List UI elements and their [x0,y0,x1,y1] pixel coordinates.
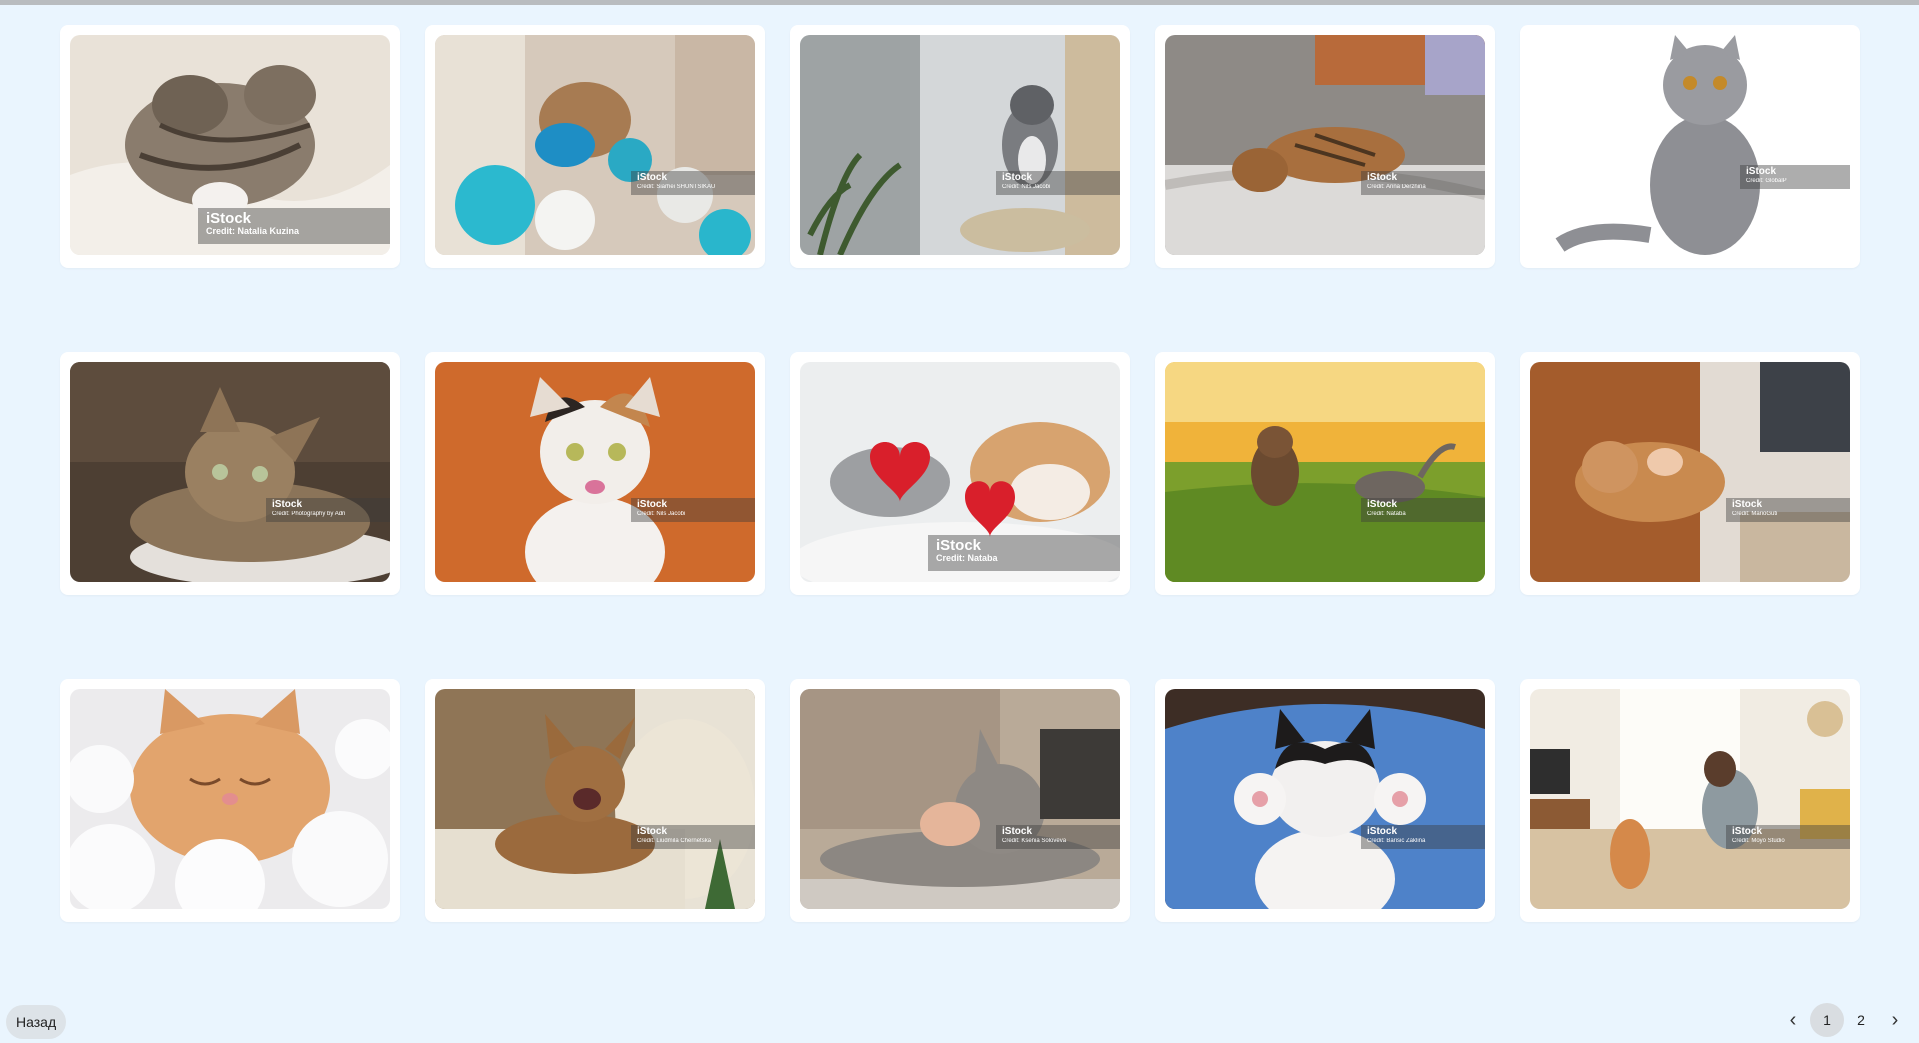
next-page-button[interactable]: › [1878,1003,1912,1037]
back-button[interactable]: Назад [6,1005,67,1039]
watermark: iStock Credit: Nils Jacobi [631,498,755,522]
watermark: iStock Credit: Photography by Adri [266,498,390,522]
watermark-credit: Credit: MarioGuti [1732,510,1778,517]
watermark: iStock Credit: MarioGuti [1726,498,1850,522]
cat-photo: iStock Credit: Anna Derzhina [1165,35,1485,255]
watermark: iStock Credit: Nataba [928,535,1120,571]
watermark: iStock Credit: Siarhei SHUNTSIKAU [631,171,755,195]
watermark-credit: Credit: Nataba [936,553,998,563]
watermark-credit: Credit: Nataba [1367,510,1406,517]
ginger-kitten-in-snow-image [70,689,390,909]
bengal-cat-on-sofa-image [1165,35,1485,255]
photo-card[interactable]: iStock Credit: GlobalP [1520,25,1860,268]
watermark-brand: iStock [936,537,982,554]
watermark-brand: iStock [637,826,668,837]
watermark-credit: Credit: Nils Jacobi [1002,183,1051,190]
watermark: iStock Credit: Nils Jacobi [996,171,1120,195]
chevron-left-icon: ‹ [1789,1008,1797,1031]
watermark: iStock Credit: Ksenia Soloveva [996,825,1120,849]
watermark: iStock Credit: Moyo Studio [1726,825,1850,849]
photo-card[interactable]: iStock Credit: Anna Derzhina [1155,25,1495,268]
watermark-credit: Credit: Moyo Studio [1732,837,1785,844]
watermark-brand: iStock [1732,826,1763,837]
cat-photo: iStock Credit: Photography by Adri [70,362,390,582]
watermark-credit: Credit: Barisic Zaklina [1367,837,1426,844]
photo-card[interactable]: iStock Credit: Ksenia Soloveva [790,679,1130,922]
watermark: iStock Credit: Anna Derzhina [1361,171,1485,195]
photo-card[interactable]: iStock Credit: Nils Jacobi [790,25,1130,268]
cat-photo: iStock Credit: Liudmila Chernetska [435,689,755,909]
photo-card[interactable]: iStock Credit: Photography by Adri [60,352,400,595]
cat-photo: iStock Credit: Moyo Studio [1530,689,1850,909]
watermark-credit: Credit: Liudmila Chernetska [637,837,712,844]
photo-card[interactable]: iStock Credit: Barisic Zaklina [1155,679,1495,922]
cat-photo [70,689,390,909]
chevron-right-icon: › [1891,1008,1899,1031]
watermark: iStock Credit: Liudmila Chernetska [631,825,755,849]
page-button-1[interactable]: 1 [1810,1003,1844,1037]
photo-card[interactable]: iStock Credit: Siarhei SHUNTSIKAU [425,25,765,268]
watermark-credit: Credit: GlobalP [1746,177,1787,184]
cat-photo: iStock Credit: Barisic Zaklina [1165,689,1485,909]
watermark: iStock Credit: Nataba [1361,498,1485,522]
photo-card[interactable] [60,679,400,922]
watermark-brand: iStock [1732,499,1763,510]
page-button-2[interactable]: 2 [1844,1003,1878,1037]
photo-card[interactable]: iStock Credit: MarioGuti [1520,352,1860,595]
watermark-credit: Credit: Ksenia Soloveva [1002,837,1067,844]
british-shorthair-image [1530,35,1850,255]
cat-photo: iStock Credit: Nataba [800,362,1120,582]
watermark-credit: Credit: Anna Derzhina [1367,183,1426,190]
woman-playing-with-cat-image [1530,689,1850,909]
calico-cat-orange-background-image [435,362,755,582]
person-with-cat-at-desk-image [1530,362,1850,582]
photo-card[interactable]: iStock Credit: Liudmila Chernetska [425,679,765,922]
kitten-with-yarn-image [435,35,755,255]
cat-photo: iStock Credit: Nils Jacobi [800,35,1120,255]
watermark-brand: iStock [637,499,668,510]
watermark-credit: Credit: Natalia Kuzina [206,226,300,236]
cat-and-dog-with-hearts-image [800,362,1120,582]
watermark-brand: iStock [1002,172,1033,183]
cat-photo: iStock Credit: Nataba [1165,362,1485,582]
watermark-brand: iStock [637,172,668,183]
grey-kitten-cat-tree-image [800,35,1120,255]
abyssinian-cat-yawning-image [435,689,755,909]
watermark-brand: iStock [1002,826,1033,837]
watermark-credit: Credit: Nils Jacobi [637,510,686,517]
cat-photo: iStock Credit: MarioGuti [1530,362,1850,582]
cat-photo: iStock Credit: Siarhei SHUNTSIKAU [435,35,755,255]
watermark: iStock Credit: GlobalP [1740,165,1850,189]
watermark: iStock Credit: Barisic Zaklina [1361,825,1485,849]
photo-card[interactable]: iStock Credit: Nils Jacobi [425,352,765,595]
photo-card[interactable]: iStock Credit: Nataba [790,352,1130,595]
watermark-brand: iStock [1367,826,1398,837]
dog-and-cat-in-meadow-image [1165,362,1485,582]
watermark-brand: iStock [1746,166,1777,177]
photo-card[interactable]: iStock Credit: Natalia Kuzina [60,25,400,268]
watermark: iStock Credit: Natalia Kuzina [198,208,390,244]
pagination: ‹ 1 2 › [1776,1003,1912,1037]
watermark-credit: Credit: Siarhei SHUNTSIKAU [637,183,716,190]
watermark-brand: iStock [1367,172,1398,183]
watermark-brand: iStock [1367,499,1398,510]
watermark-brand: iStock [206,210,252,227]
watermark-brand: iStock [272,499,303,510]
cat-being-petted-image [800,689,1120,909]
kittens-hugging-image [70,35,390,255]
cat-photo: iStock Credit: Nils Jacobi [435,362,755,582]
photo-grid: iStock Credit: Natalia Kuzina iStock C [60,25,1860,922]
photo-card[interactable]: iStock Credit: Moyo Studio [1520,679,1860,922]
cat-photo: iStock Credit: Natalia Kuzina [70,35,390,255]
tabby-cat-lying-image [70,362,390,582]
browser-top-border [0,0,1919,5]
photo-card[interactable]: iStock Credit: Nataba [1155,352,1495,595]
cat-photo: iStock Credit: GlobalP [1530,35,1850,255]
cat-photo: iStock Credit: Ksenia Soloveva [800,689,1120,909]
watermark-credit: Credit: Photography by Adri [272,510,346,517]
prev-page-button[interactable]: ‹ [1776,1003,1810,1037]
cat-with-paws-up-image [1165,689,1485,909]
